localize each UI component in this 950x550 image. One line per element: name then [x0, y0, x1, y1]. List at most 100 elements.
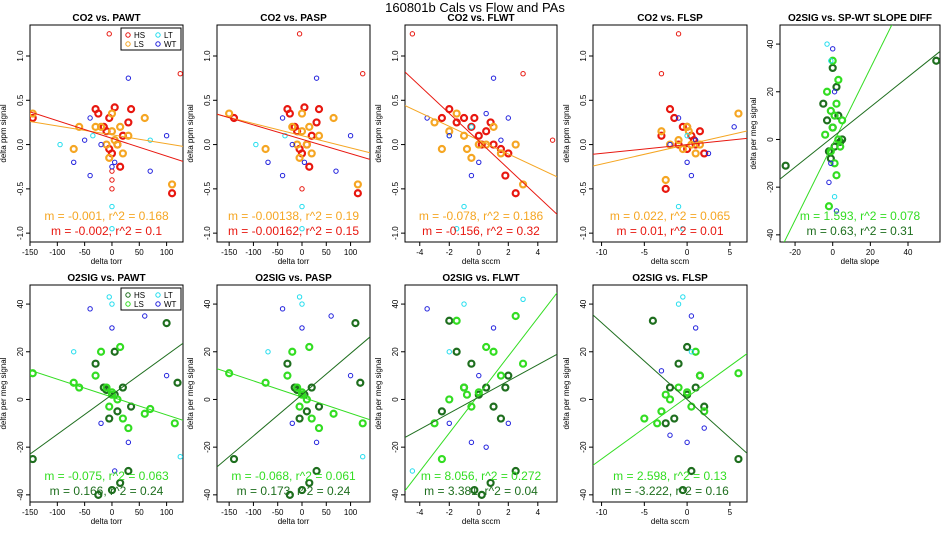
fit-line-hs — [405, 71, 557, 215]
point-ls-2-6 — [305, 122, 314, 131]
point-o2-ls-1-8 — [828, 123, 837, 132]
point-o2-wt-3-3 — [505, 420, 512, 427]
fit-annotation-2: m = -0.156, r^2 = 0.32 — [422, 224, 540, 238]
x-tick-label: -5 — [641, 508, 649, 517]
point-ls-2-0 — [225, 109, 234, 118]
x-tick-label: 0 — [477, 248, 482, 257]
point-o2-lt-2-3 — [520, 296, 526, 303]
x-tick-label: -2 — [446, 248, 454, 257]
point-hs-0-0 — [665, 105, 675, 114]
point-o2-ls-1-8 — [496, 371, 506, 380]
x-tick-label: 100 — [160, 248, 174, 257]
point-o2-ls-1-10 — [314, 423, 324, 433]
point-ls-2-12 — [167, 180, 177, 189]
x-axis-label: delta torr — [278, 517, 310, 526]
point-ls-2-8 — [297, 109, 307, 118]
y-axis-label: delta per meg signal — [186, 357, 195, 429]
fit-annotation-1: m = -0.075, r^2 = 0.063 — [44, 469, 169, 483]
point-hs-0-0 — [445, 105, 454, 114]
point-o2-wt-3-5 — [446, 420, 452, 427]
legend-marker-ls — [125, 41, 131, 47]
point-wt-4-1 — [468, 172, 475, 179]
point-wt-4-6 — [705, 150, 712, 157]
legend-marker-hs — [125, 292, 131, 298]
point-wt-4-7 — [265, 159, 271, 165]
x-axis-label: delta torr — [278, 257, 310, 266]
point-o2-lt-2-2 — [461, 301, 467, 307]
point-hs-0-4 — [657, 131, 666, 140]
point-hs-0-5 — [314, 105, 324, 114]
x-tick-label: -50 — [79, 508, 91, 517]
legend-marker-wt — [155, 301, 161, 307]
fit-annotation-2: m = 0.01, r^2 = 0.01 — [616, 224, 723, 238]
point-wt-4-0 — [279, 115, 286, 121]
y-tick-label: 0.5 — [203, 94, 212, 106]
point-ls-2-11 — [140, 113, 149, 123]
y-tick-label: 0 — [391, 397, 400, 402]
point-o2-hs-0-10 — [297, 485, 307, 495]
y-tick-label: -0.5 — [579, 181, 588, 195]
point-o2-wt-3-0 — [424, 306, 430, 312]
data-points — [225, 294, 367, 499]
point-hs-0-7 — [504, 149, 513, 158]
point-wt-4-1 — [688, 172, 695, 179]
point-hs-0-4 — [307, 131, 316, 140]
point-lt-3-1 — [453, 226, 460, 232]
point-o2-wt-3-6 — [483, 444, 489, 450]
point-hs-0-9 — [683, 144, 692, 154]
point-o2-ls-1-0 — [824, 202, 834, 211]
point-wt-4-1 — [87, 172, 93, 179]
point-lt-3-2 — [109, 226, 115, 232]
point-wt-4-9 — [109, 164, 115, 170]
legend-label-hs: HS — [134, 291, 145, 300]
x-tick-label: -50 — [272, 248, 284, 257]
y-axis-label: delta per meg signal — [749, 97, 758, 169]
point-o2-hs-0-9 — [828, 63, 837, 73]
fit-line-ls — [593, 130, 747, 167]
x-tick-label: -150 — [221, 508, 238, 517]
data-points — [409, 31, 556, 232]
point-o2-lt-2-0 — [71, 349, 77, 355]
x-tick-label: 4 — [536, 508, 541, 517]
point-ls-2-1 — [69, 144, 78, 154]
point-hs-1-2 — [109, 168, 115, 174]
point-hs-0-3 — [474, 131, 483, 140]
point-o2-ls-1-1 — [261, 378, 270, 387]
fit-line-o2-hs — [217, 336, 370, 468]
point-hs-0-1 — [459, 113, 469, 123]
point-o2-ls-1-13 — [283, 371, 292, 380]
fit-annotation-2: m = 3.381, r^2 = 0.04 — [424, 484, 538, 498]
point-o2-hs-0-9 — [351, 319, 360, 328]
point-hs-1-0 — [675, 31, 682, 37]
point-o2-hs-0-8 — [452, 347, 461, 356]
point-o2-hs-0-14 — [356, 378, 365, 387]
data-points — [30, 31, 183, 232]
point-ls-2-10 — [665, 140, 675, 149]
point-o2-lt-2-2 — [688, 349, 695, 355]
point-o2-ls-1-5 — [832, 99, 841, 108]
point-o2-ls-1-10 — [826, 106, 835, 115]
point-wt-4-4 — [147, 168, 153, 174]
point-lt-3-1 — [299, 203, 305, 210]
x-tick-label: -10 — [596, 248, 608, 257]
x-axis-label: delta sccm — [651, 517, 690, 526]
point-o2-hs-0-8 — [683, 342, 692, 352]
point-ls-2-12 — [462, 144, 472, 154]
x-tick-label: -50 — [272, 508, 284, 517]
fit-line-o2-hs — [593, 314, 747, 454]
point-hs-1-2 — [299, 186, 305, 192]
y-tick-label: -20 — [579, 441, 588, 453]
point-wt-4-5 — [98, 141, 104, 148]
point-ls-2-5 — [734, 109, 743, 118]
point-lt-3-2 — [299, 226, 305, 232]
y-tick-label: -0.5 — [391, 181, 400, 195]
point-ls-2-3 — [293, 140, 302, 149]
point-o2-lt-2-1 — [109, 301, 115, 307]
point-o2-ls-1-11 — [329, 409, 338, 418]
point-o2-ls-1-6 — [836, 142, 845, 151]
point-o2-ls-1-1 — [445, 395, 454, 404]
point-o2-lt-2-0 — [675, 301, 682, 307]
point-o2-hs-0-9 — [734, 454, 743, 464]
point-wt-4-4 — [333, 168, 339, 174]
